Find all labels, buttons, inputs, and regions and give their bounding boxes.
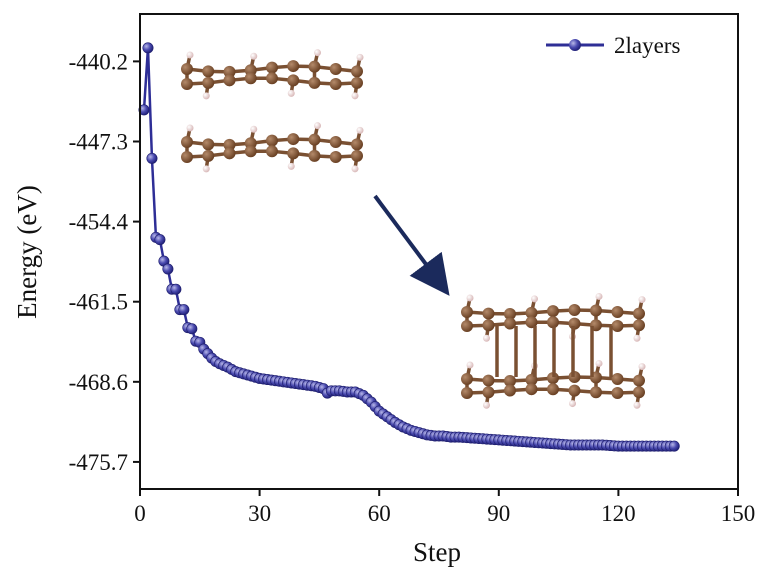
data-point bbox=[179, 304, 189, 314]
data-point bbox=[669, 441, 679, 451]
y-tick-label: -447.3 bbox=[69, 129, 128, 154]
x-tick-label: 0 bbox=[134, 501, 146, 526]
bilayer-structure-initial-illustration bbox=[181, 49, 364, 172]
y-tick-label: -454.4 bbox=[69, 210, 129, 235]
data-point bbox=[147, 153, 157, 163]
x-axis-title: Step bbox=[413, 537, 461, 567]
y-tick-label: -461.5 bbox=[69, 290, 128, 315]
data-point bbox=[171, 284, 181, 294]
legend-label-2layers: 2layers bbox=[614, 33, 680, 58]
y-tick-label: -468.6 bbox=[69, 370, 128, 395]
data-point bbox=[163, 264, 173, 274]
y-tick-label: -475.7 bbox=[69, 450, 128, 475]
data-point bbox=[143, 43, 153, 53]
bilayer-structure-final-illustration bbox=[461, 293, 646, 409]
legend: 2layers bbox=[546, 33, 680, 58]
legend-marker-2layers bbox=[569, 39, 581, 51]
x-tick-label: 90 bbox=[487, 501, 510, 526]
transition-arrow bbox=[375, 196, 440, 283]
y-tick-label: -440.2 bbox=[69, 49, 128, 74]
x-tick-label: 120 bbox=[601, 501, 636, 526]
x-tick-label: 150 bbox=[721, 501, 756, 526]
data-point bbox=[187, 324, 197, 334]
y-axis-title: Energy (eV) bbox=[12, 185, 42, 319]
x-tick-label: 30 bbox=[248, 501, 271, 526]
x-tick-label: 60 bbox=[368, 501, 391, 526]
data-point bbox=[155, 234, 165, 244]
